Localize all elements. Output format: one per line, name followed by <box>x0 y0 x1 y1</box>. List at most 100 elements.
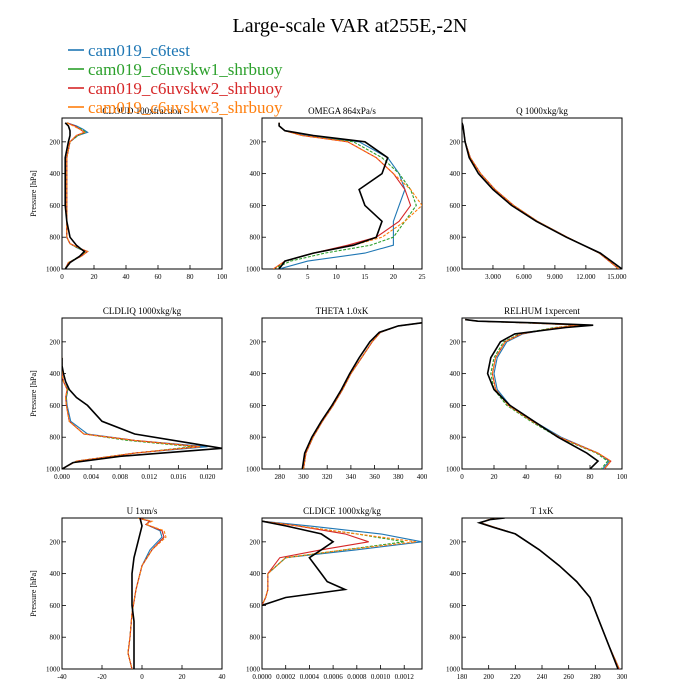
series-line-cam019_c6test <box>462 122 620 269</box>
x-tick-label: 200 <box>483 673 494 681</box>
plot-frame <box>61 517 223 670</box>
x-tick-label: 25 <box>419 273 427 281</box>
series-line-reference <box>462 122 622 269</box>
y-tick-label: 1000 <box>446 266 461 274</box>
x-tick-label: 100 <box>617 473 628 481</box>
y-tick-label: 200 <box>450 338 461 346</box>
legend-entry: cam019_c6uvskw1_shrbuoy <box>88 60 283 79</box>
series-line-cam019_c6test <box>127 518 163 669</box>
x-tick-label: 60 <box>155 273 163 281</box>
y-tick-label: 600 <box>250 602 261 610</box>
series-line-reference <box>465 318 600 469</box>
y-tick-label: 600 <box>450 202 461 210</box>
x-tick-label: 0.0012 <box>395 673 415 681</box>
y-tick-label: 1000 <box>46 666 61 674</box>
x-tick-label: 0.0008 <box>347 673 367 681</box>
x-tick-label: 400 <box>417 473 428 481</box>
y-tick-label: 1000 <box>46 466 61 474</box>
panel-title: RELHUM 1xpercent <box>504 306 580 316</box>
y-tick-label: 800 <box>450 234 461 242</box>
panel-title: OMEGA 864xPa/s <box>308 106 376 116</box>
plot-frame <box>261 117 423 270</box>
panel-title: CLOUD 100xfraction <box>102 106 182 116</box>
series-line-reference <box>278 122 389 269</box>
x-tick-label: 360 <box>369 473 380 481</box>
y-tick-label: 200 <box>50 538 61 546</box>
x-tick-label: 15 <box>361 273 369 281</box>
series-line-cam019_c6uvskw3_shrbuoy <box>302 322 422 469</box>
x-tick-label: 0 <box>460 473 464 481</box>
y-tick-label: 400 <box>50 570 61 578</box>
x-tick-label: 0.008 <box>112 473 128 481</box>
x-tick-label: 40 <box>523 473 531 481</box>
series-line-cam019_c6uvskw3_shrbuoy <box>62 357 201 469</box>
y-tick-label: 200 <box>250 338 261 346</box>
series-line-reference <box>64 122 86 269</box>
x-tick-label: 5 <box>306 273 310 281</box>
series-line-cam019_c6uvskw3_shrbuoy <box>479 518 620 669</box>
x-tick-label: 320 <box>322 473 333 481</box>
series-line-cam019_c6uvskw3_shrbuoy <box>262 520 417 606</box>
y-tick-label: 400 <box>50 370 61 378</box>
panel-title: T 1xK <box>530 506 554 516</box>
x-tick-label: 220 <box>510 673 521 681</box>
y-tick-label: 200 <box>50 338 61 346</box>
x-tick-label: 0.004 <box>83 473 99 481</box>
x-tick-label: 80 <box>187 273 195 281</box>
series-line-reference <box>476 518 619 669</box>
x-tick-label: 0.0002 <box>276 673 296 681</box>
panel-1: OMEGA 864xPa/s 200 400 600 800 1000 0 5 10 15 20 25 <box>246 106 426 281</box>
y-tick-label: 400 <box>250 570 261 578</box>
x-tick-label: 180 <box>457 673 468 681</box>
y-tick-label: 800 <box>250 234 261 242</box>
series-line-cam019_c6uvskw2_shrbuoy <box>462 122 620 269</box>
y-tick-label: 200 <box>250 138 261 146</box>
y-tick-label: 400 <box>50 170 61 178</box>
y-tick-label: 1000 <box>46 266 61 274</box>
y-tick-label: 200 <box>450 538 461 546</box>
y-tick-label: 1000 <box>246 466 261 474</box>
y-tick-label: 800 <box>50 234 61 242</box>
panel-title: Q 1000xkg/kg <box>516 106 568 116</box>
y-tick-label: 800 <box>450 434 461 442</box>
x-tick-label: 0.016 <box>170 473 186 481</box>
plot-frame <box>61 317 223 470</box>
x-tick-label: 20 <box>491 473 499 481</box>
series-line-cam019_c6uvskw1_shrbuoy <box>302 322 422 469</box>
y-tick-label: 400 <box>250 370 261 378</box>
y-tick-label: 800 <box>250 634 261 642</box>
x-tick-label: 20 <box>179 673 187 681</box>
series-line-cam019_c6uvskw3_shrbuoy <box>127 518 167 669</box>
x-tick-label: -40 <box>57 673 67 681</box>
plot-frame <box>461 517 623 670</box>
x-tick-label: 40 <box>219 673 227 681</box>
y-tick-label: 600 <box>250 202 261 210</box>
figure-title: Large-scale VAR at255E,-2N <box>233 15 468 37</box>
x-tick-label: 0 <box>60 273 64 281</box>
series-line-cam019_c6test <box>62 357 208 469</box>
x-tick-label: 20 <box>390 273 398 281</box>
x-tick-label: 10 <box>333 273 341 281</box>
y-tick-label: 400 <box>450 170 461 178</box>
panel-title: CLDICE 1000xkg/kg <box>303 506 381 516</box>
x-tick-label: 0.000 <box>54 473 70 481</box>
series-line-reference <box>301 322 422 469</box>
y-tick-label: 1000 <box>246 266 261 274</box>
legend-entry: cam019_c6test <box>88 41 190 60</box>
panel-3: CLDLIQ 1000xkg/kg Pressure [hPa] 200 400 600… <box>29 306 223 481</box>
series-line-reference <box>131 518 143 669</box>
x-tick-label: 0.0006 <box>323 673 343 681</box>
y-tick-label: 800 <box>50 434 61 442</box>
legend-entry: cam019_c6uvskw3_shrbuoy <box>88 98 283 117</box>
plot-frame <box>261 517 423 670</box>
series-line-cam019_c6uvskw2_shrbuoy <box>479 518 620 669</box>
series-line-cam019_c6uvskw2_shrbuoy <box>302 322 422 469</box>
y-tick-label: 400 <box>450 570 461 578</box>
x-tick-label: 0.020 <box>200 473 216 481</box>
y-tick-label: 1000 <box>446 666 461 674</box>
